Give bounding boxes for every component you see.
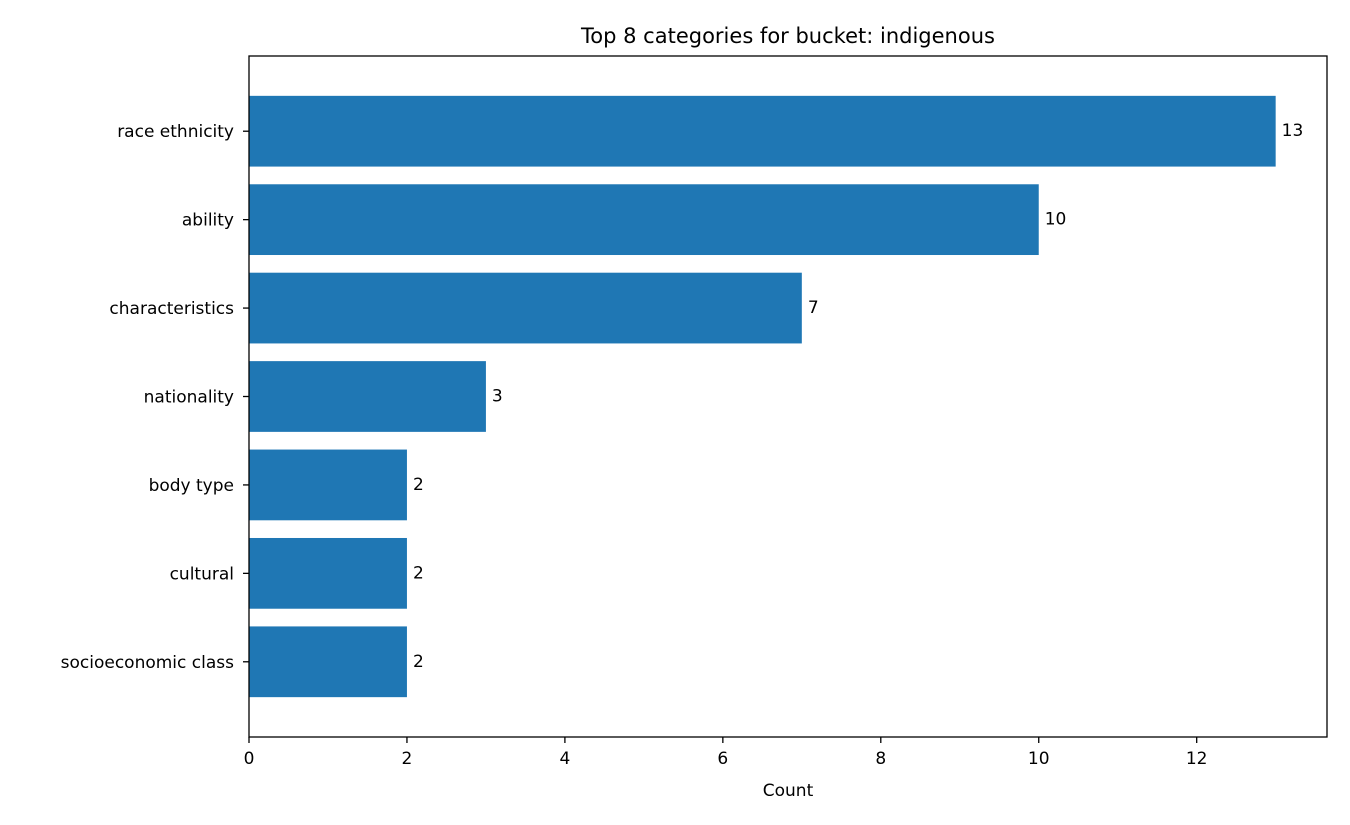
data-label: 13 [1282, 121, 1304, 141]
x-axis-label: Count [763, 781, 814, 801]
bar [249, 95, 1276, 167]
bar [249, 184, 1039, 256]
y-tick-label: body type [149, 476, 234, 496]
y-tick-label: cultural [170, 564, 234, 584]
x-tick-label: 2 [402, 749, 413, 769]
y-tick-label: nationality [144, 388, 234, 408]
bars [249, 95, 1276, 698]
x-axis-ticks: 0 2 4 6 8 10 12 [244, 737, 1208, 769]
bar [249, 449, 407, 521]
x-tick-label: 12 [1186, 749, 1208, 769]
x-tick-label: 6 [717, 749, 728, 769]
bar [249, 626, 407, 698]
value-labels: 13 10 7 3 2 2 2 [413, 121, 1303, 672]
y-tick-label: characteristics [109, 299, 234, 319]
data-label: 2 [413, 475, 424, 495]
data-label: 7 [808, 298, 819, 318]
x-tick-label: 0 [244, 749, 255, 769]
y-tick-label: ability [182, 211, 234, 231]
plot-frame [248, 55, 1328, 738]
bar [249, 537, 407, 609]
data-label: 3 [492, 387, 503, 407]
bar [249, 272, 802, 344]
y-tick-label: socioeconomic class [61, 653, 234, 673]
y-tick-label: race ethnicity [117, 122, 234, 142]
data-label: 2 [413, 652, 424, 672]
x-tick-label: 10 [1028, 749, 1050, 769]
x-tick-label: 8 [875, 749, 886, 769]
x-tick-label: 4 [559, 749, 570, 769]
bar [249, 361, 486, 432]
chart-title: Top 8 categories for bucket: indigenous [580, 24, 995, 48]
data-label: 2 [413, 563, 424, 583]
data-label: 10 [1045, 210, 1067, 230]
y-axis-ticks: race ethnicity ability characteristics nati… [61, 122, 249, 673]
